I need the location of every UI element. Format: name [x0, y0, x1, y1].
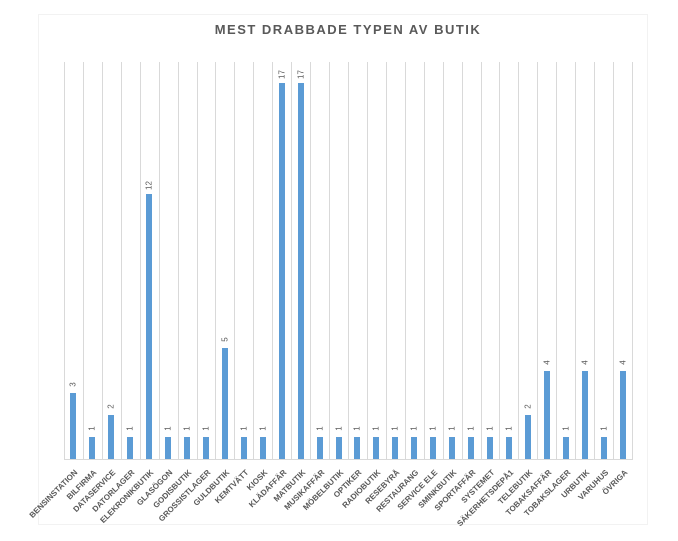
bar [89, 436, 96, 459]
bar [543, 370, 550, 459]
bar-value-label: 1 [447, 426, 457, 431]
vertical-gridline [461, 62, 463, 460]
bar [297, 83, 304, 459]
vertical-gridline [442, 62, 444, 460]
vertical-gridline [594, 62, 596, 460]
vertical-gridline [518, 62, 520, 460]
bar [373, 436, 380, 459]
vertical-gridline [101, 62, 103, 460]
vertical-gridline [310, 62, 312, 460]
bar [127, 436, 134, 459]
bar [108, 414, 115, 459]
bar [449, 436, 456, 459]
vertical-gridline [556, 62, 558, 460]
bar-value-label: 1 [466, 426, 476, 431]
bar [468, 436, 475, 459]
bar [70, 392, 77, 459]
vertical-gridline [196, 62, 198, 460]
bar-value-label: 1 [599, 426, 609, 431]
bar [165, 436, 172, 459]
vertical-gridline [366, 62, 368, 460]
bar-value-label: 17 [296, 70, 306, 80]
chart-title: MEST DRABBADE TYPEN AV BUTIK [214, 22, 482, 37]
bar-value-label: 2 [523, 404, 533, 409]
bar-value-label: 1 [239, 426, 249, 431]
bar [146, 193, 153, 459]
bar-value-label: 1 [485, 426, 495, 431]
bar-value-label: 1 [201, 426, 211, 431]
bar-value-label: 5 [220, 337, 230, 343]
vertical-gridline [82, 62, 84, 460]
bar-value-label: 4 [580, 359, 590, 365]
vertical-gridline [329, 62, 331, 460]
bar [562, 436, 569, 459]
bar [203, 436, 209, 459]
bar [619, 370, 626, 459]
vertical-gridline [499, 62, 501, 460]
vertical-gridline [537, 62, 539, 460]
vertical-gridline [272, 62, 274, 460]
vertical-gridline [348, 62, 349, 460]
vertical-gridline [64, 62, 65, 460]
bar [316, 436, 323, 459]
bar-value-label: 17 [277, 70, 287, 80]
bar [411, 436, 418, 459]
bar [184, 436, 191, 459]
vertical-gridline [480, 62, 482, 460]
bar [505, 436, 512, 459]
vertical-gridline [234, 62, 236, 460]
vertical-gridline [632, 62, 633, 460]
bar-value-label: 4 [542, 359, 552, 365]
x-axis-line [64, 459, 632, 460]
chart-area-border [38, 14, 648, 525]
bar [354, 436, 361, 459]
vertical-gridline [253, 62, 255, 460]
bar-value-label: 3 [68, 381, 78, 387]
bar-value-label: 1 [258, 426, 268, 431]
bar-value-label: 2 [106, 404, 116, 409]
vertical-gridline [613, 62, 615, 460]
bar [240, 436, 247, 459]
bar-value-label: 1 [87, 426, 97, 431]
bar-value-label: 1 [409, 426, 419, 431]
vertical-gridline [139, 62, 141, 460]
bar-value-label: 4 [618, 359, 628, 365]
bar [524, 414, 531, 459]
vertical-gridline [423, 62, 425, 460]
bar-value-label: 1 [390, 426, 400, 431]
bar [392, 436, 399, 459]
bar-value-label: 1 [334, 426, 344, 431]
vertical-gridline [385, 62, 387, 460]
vertical-gridline [575, 62, 577, 460]
bar-value-label: 1 [182, 426, 192, 431]
bar-value-label: 1 [561, 426, 571, 431]
vertical-gridline [158, 62, 160, 460]
bar-value-label: 12 [144, 180, 154, 190]
bar [581, 370, 588, 459]
x-axis-labels: BENSINSTATION BILFIRMA DATASERVICE DATORLAG… [28, 460, 632, 540]
bar [221, 348, 228, 459]
vertical-gridline [215, 62, 217, 460]
vertical-gridline [291, 62, 293, 460]
bar [259, 436, 266, 459]
bar-value-label: 1 [163, 426, 173, 431]
bar-value-label: 1 [504, 426, 514, 431]
bar-value-label: 1 [352, 426, 362, 431]
vertical-gridline [177, 62, 179, 460]
bar-value-label: 1 [371, 426, 381, 431]
vertical-gridline [404, 62, 406, 460]
bar [430, 436, 437, 459]
bar-value-label: 1 [428, 426, 438, 431]
bar [278, 83, 285, 459]
bar [487, 436, 493, 459]
bar-value-label: 1 [125, 426, 135, 431]
vertical-gridline [120, 62, 122, 460]
bar-value-label: 1 [315, 426, 325, 431]
bar [335, 436, 342, 459]
plot-area: 3 1 2 1 12 1 1 1 5 1 1 17 17 1 1 1 1 1 1 1 1 1 1 1 2 4 1 4 1 4 [64, 62, 633, 460]
bar [600, 436, 607, 459]
